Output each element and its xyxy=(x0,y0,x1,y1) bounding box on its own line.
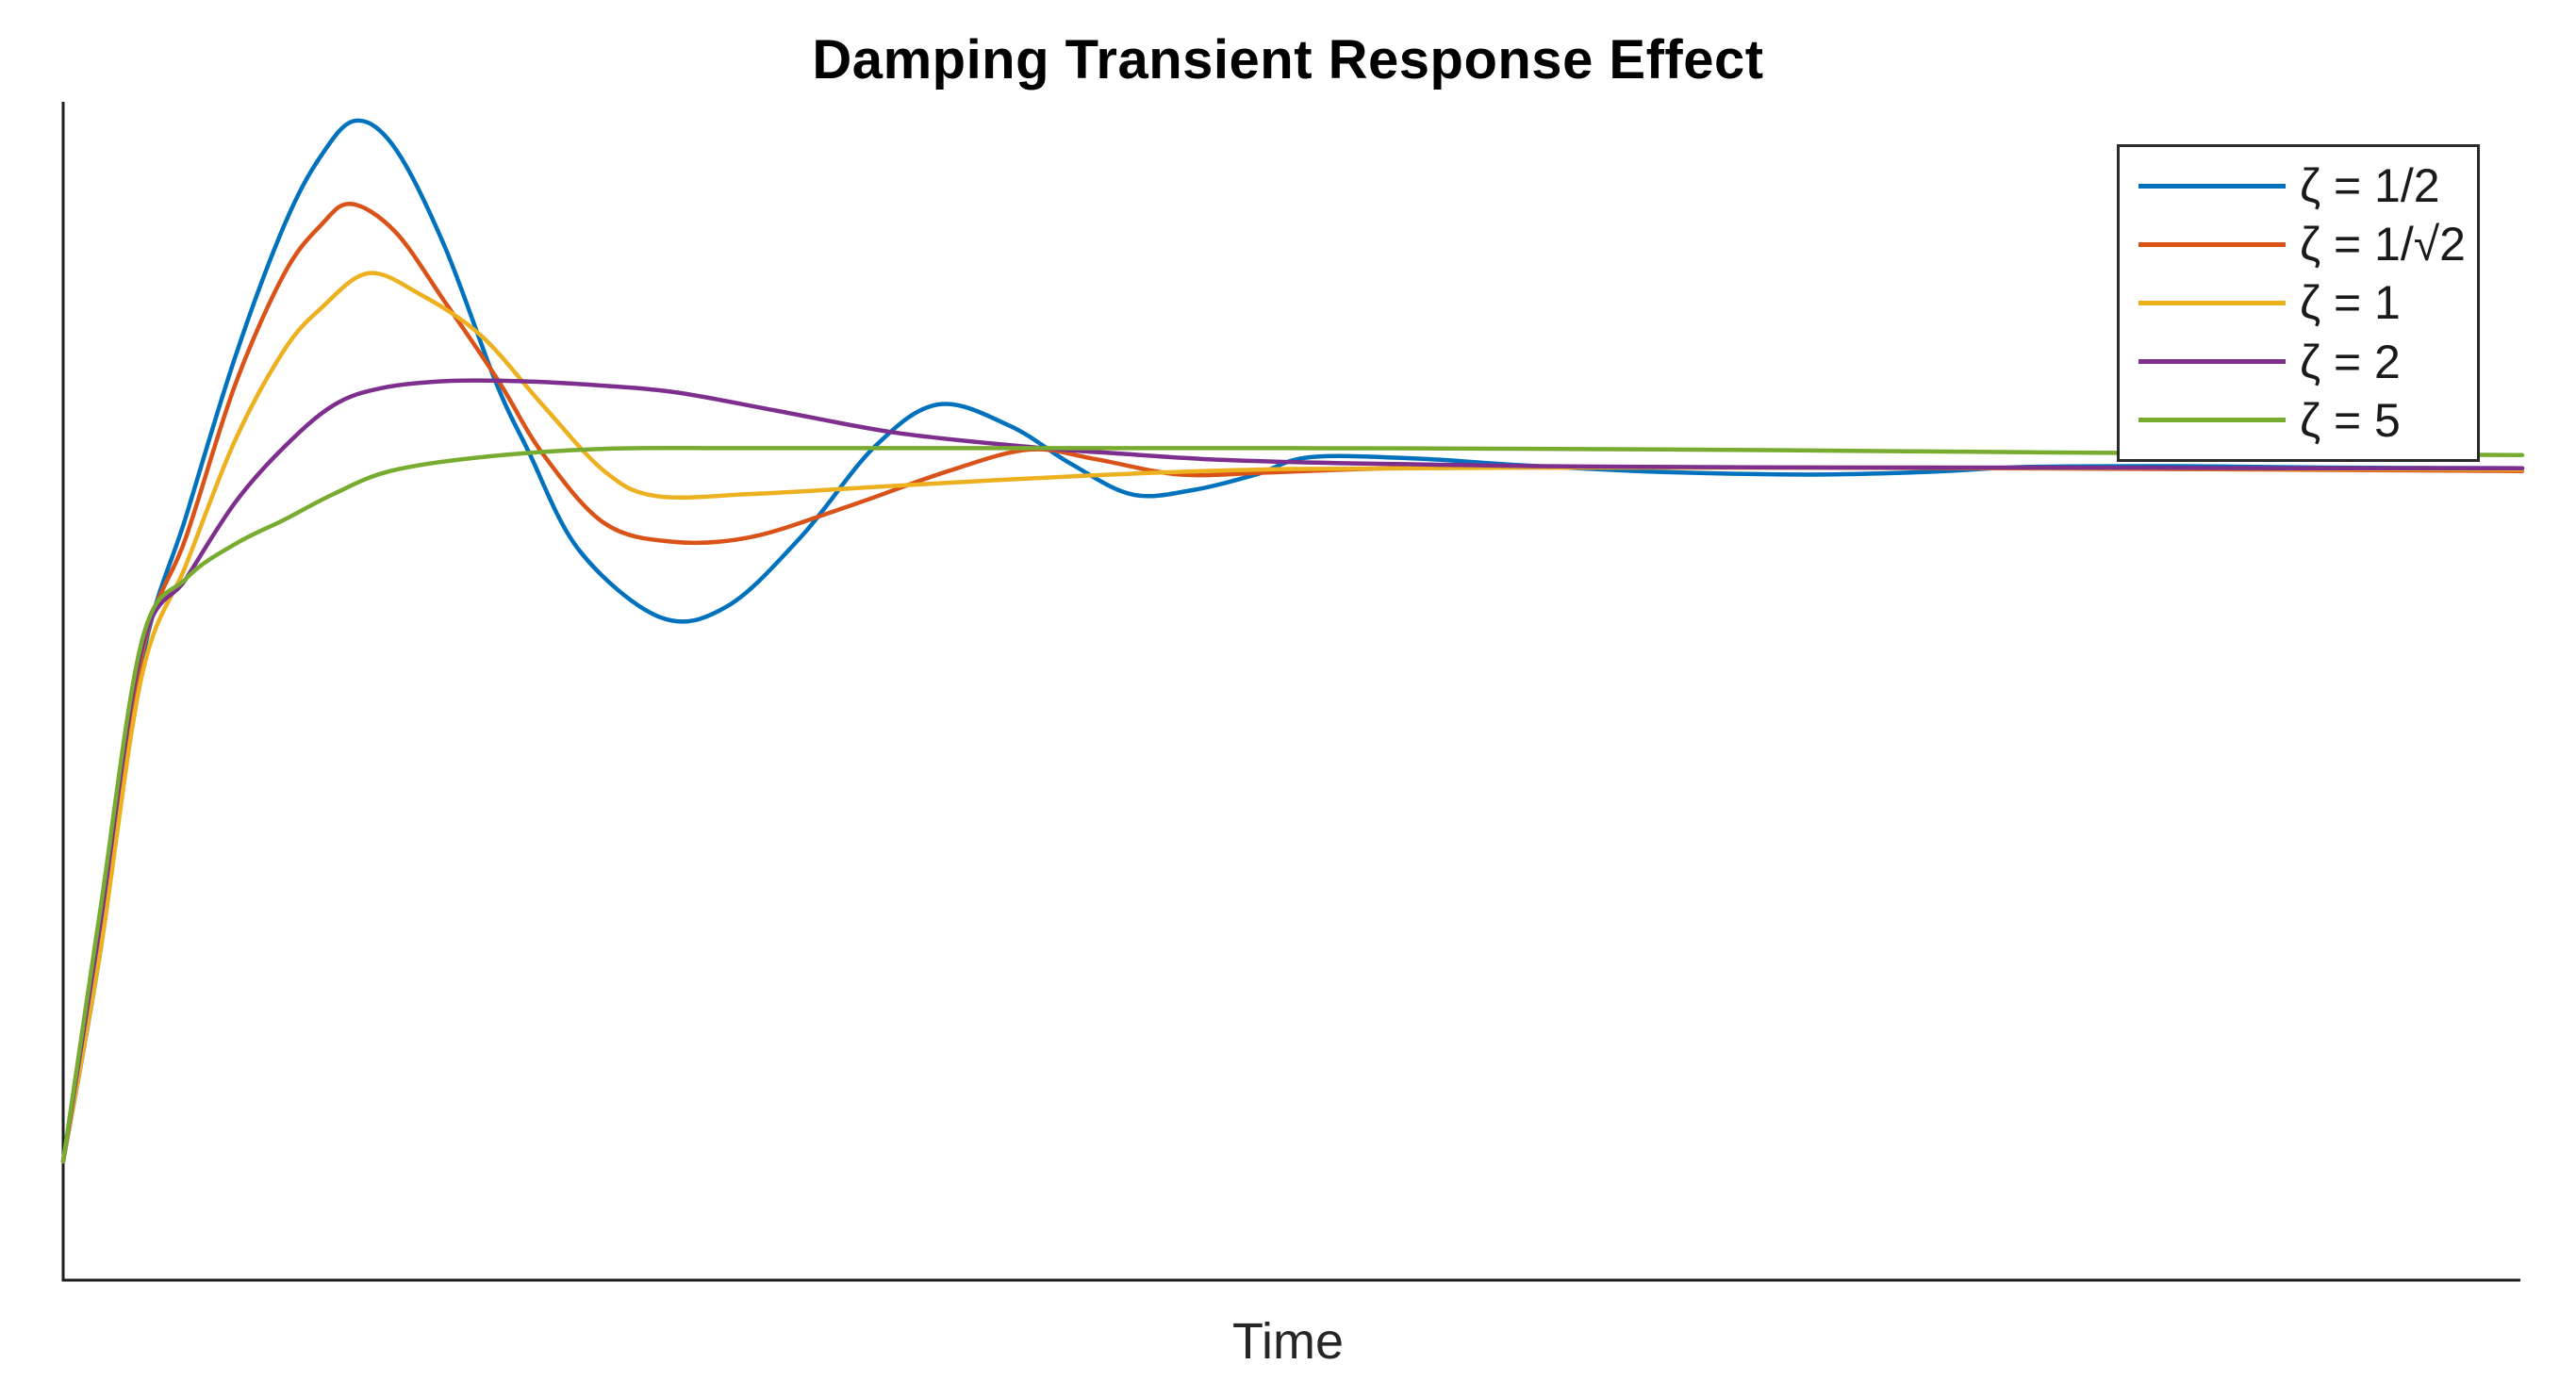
legend-entry: ζ = 1 xyxy=(2138,279,2471,326)
legend-line-sample xyxy=(2138,183,2286,189)
legend-line-sample xyxy=(2138,300,2286,305)
legend-line-sample xyxy=(2138,418,2286,423)
axis-spines xyxy=(61,102,2520,1282)
legend-label: ζ = 1/√2 xyxy=(2300,218,2466,271)
legend-label: ζ = 5 xyxy=(2300,393,2401,447)
x-axis-label: Time xyxy=(1232,1313,1344,1370)
curve-series-0 xyxy=(60,118,2525,1164)
legend-entry: ζ = 5 xyxy=(2138,397,2471,444)
curve-series-3 xyxy=(60,378,2525,1164)
chart-title: Damping Transient Response Effect xyxy=(812,29,1764,90)
curve-series-4 xyxy=(60,445,2525,1164)
legend-line-sample xyxy=(2138,241,2286,247)
legend-entry: ζ = 1/√2 xyxy=(2138,221,2471,268)
legend-label: ζ = 1 xyxy=(2300,276,2401,330)
legend-label: ζ = 2 xyxy=(2300,335,2401,388)
legend-entry: ζ = 2 xyxy=(2138,338,2471,386)
legend-label: ζ = 1/2 xyxy=(2300,159,2440,213)
legend-entry: ζ = 1/2 xyxy=(2138,162,2471,209)
legend-line-sample xyxy=(2138,359,2286,365)
legend-box: ζ = 1/2 ζ = 1/√2 ζ = 1 ζ = 2 ζ = 5 xyxy=(2117,144,2480,462)
